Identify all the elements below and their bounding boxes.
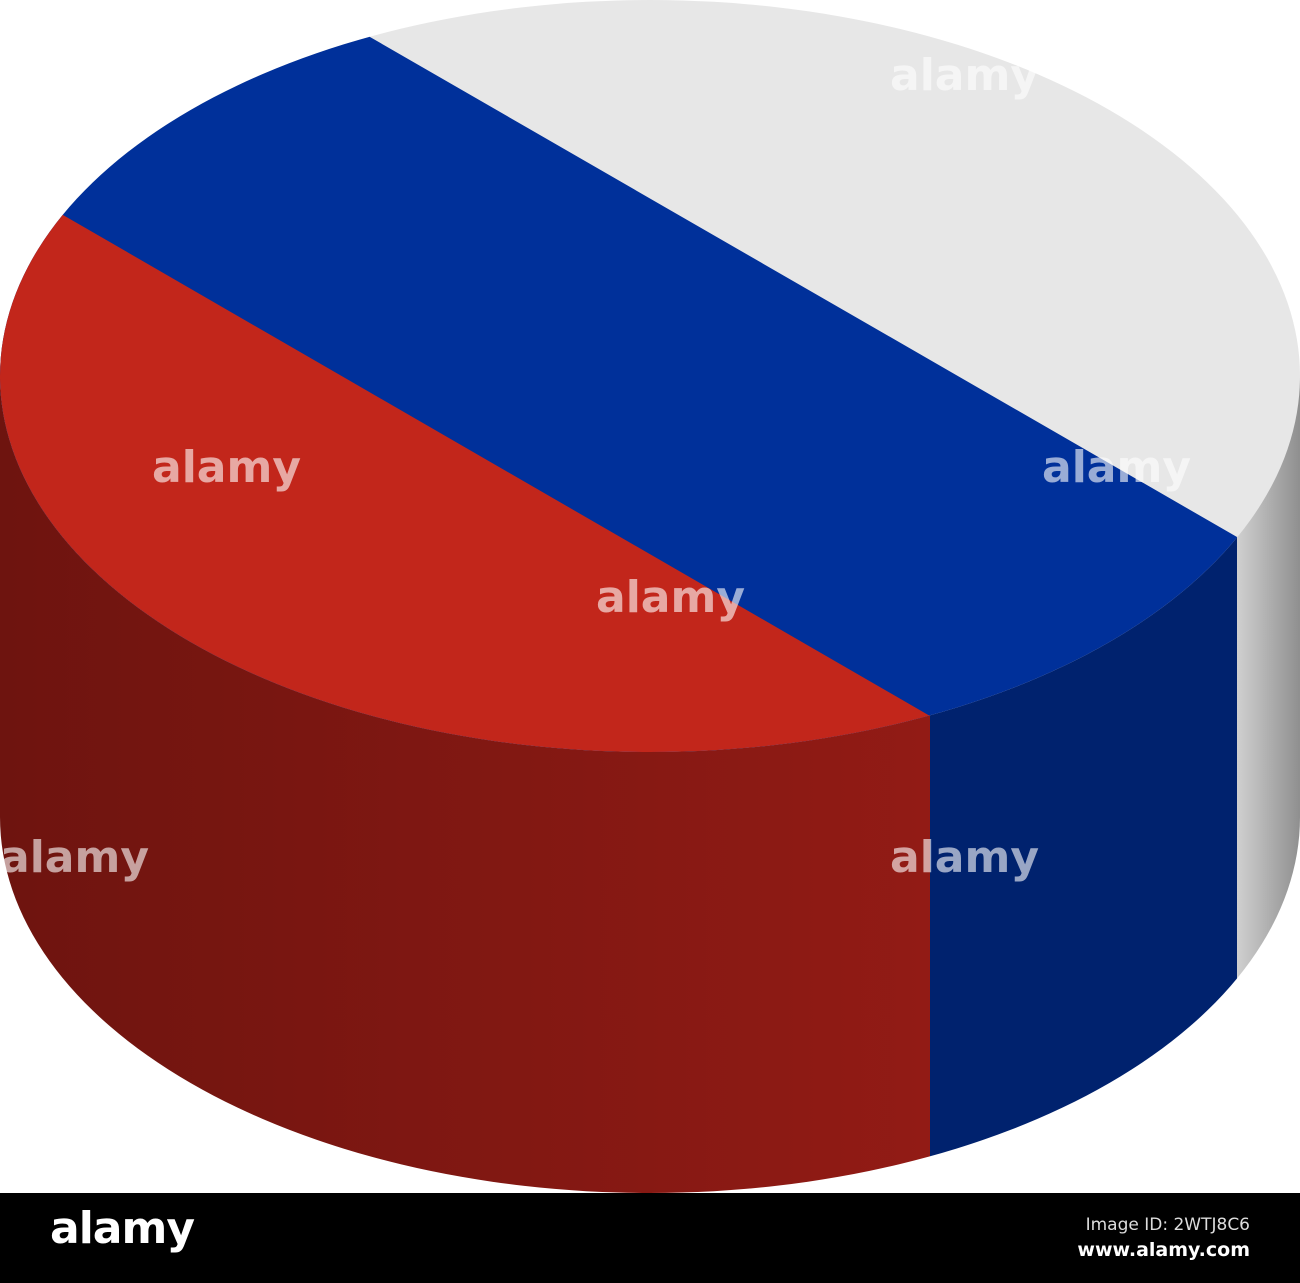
watermark: alamy alamy alamy alamy alamy alamy	[0, 50, 1191, 883]
site-url: www.alamy.com	[1077, 1239, 1250, 1261]
watermark-text: alamy	[0, 832, 149, 883]
footer-bar: alamy Image ID: 2WTJ8C6 www.alamy.com	[0, 1193, 1300, 1283]
watermark-text: alamy	[890, 832, 1039, 883]
watermark-text: alamy	[1042, 442, 1191, 493]
image-id: Image ID: 2WTJ8C6	[1085, 1215, 1250, 1235]
watermark-text: alamy	[890, 50, 1039, 101]
watermark-text: alamy	[152, 442, 301, 493]
watermark-text: alamy	[596, 572, 745, 623]
flag-cylinder: alamy alamy alamy alamy alamy alamy	[0, 0, 1300, 1193]
alamy-logo: alamy	[50, 1203, 195, 1254]
